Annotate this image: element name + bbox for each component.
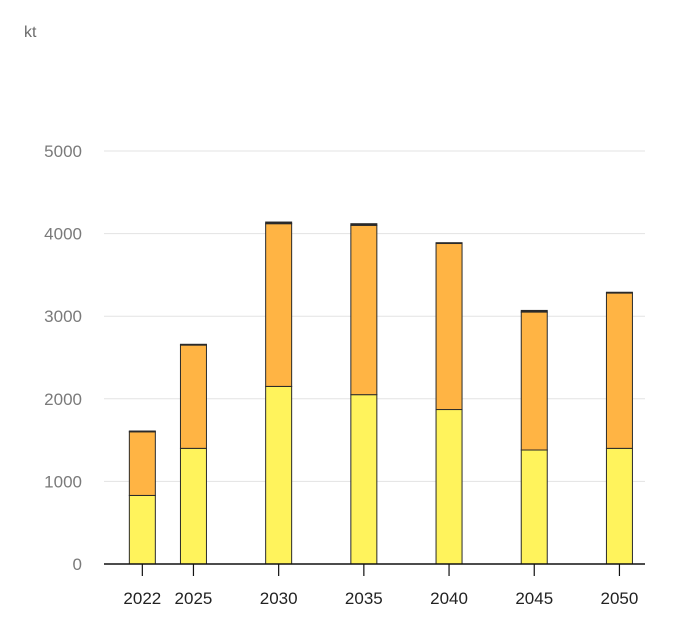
y-tick-label: 2000 <box>44 390 82 409</box>
bar-2045-segment-2 <box>520 311 548 451</box>
x-tick-label: 2040 <box>430 589 468 608</box>
y-unit-label: kt <box>24 24 37 41</box>
y-tick-label: 4000 <box>44 225 82 244</box>
bar-2035-segment-3 <box>350 223 378 226</box>
y-tick-label: 0 <box>73 555 82 574</box>
bar-2050-segment-1 <box>605 447 633 565</box>
bar-2045-segment-1 <box>520 449 548 565</box>
bar-2030-segment-3 <box>265 221 293 225</box>
y-tick-label: 5000 <box>44 142 82 161</box>
y-tick-label: 3000 <box>44 307 82 326</box>
bar-2030-segment-1 <box>265 385 293 565</box>
bar-2022-segment-1 <box>128 494 156 565</box>
y-axis-ticks: 0 1000 2000 3000 4000 5000 <box>44 142 82 574</box>
x-tick-label: 2022 <box>123 589 161 608</box>
bar-2050-segment-3 <box>605 291 633 294</box>
bar-2040-segment-1 <box>435 409 463 565</box>
bar-2022-segment-2 <box>128 431 156 496</box>
x-tick-label: 2030 <box>260 589 298 608</box>
x-tick-label: 2035 <box>345 589 383 608</box>
bar-2022-segment-3 <box>128 430 156 433</box>
y-tick-label: 1000 <box>44 472 82 491</box>
bar-2045-segment-3 <box>520 309 548 313</box>
x-axis-ticks: 2022 2025 2030 2035 2040 2045 2050 <box>123 564 638 608</box>
bar-2035-segment-2 <box>350 224 378 396</box>
bar-layer <box>128 221 633 565</box>
bar-2025-segment-2 <box>179 344 207 449</box>
bar-2040-segment-2 <box>435 243 463 411</box>
bar-2025-segment-3 <box>179 343 207 346</box>
bar-2040-segment-3 <box>435 242 463 245</box>
bar-2035-segment-1 <box>350 394 378 565</box>
bar-2025-segment-1 <box>179 447 207 565</box>
x-tick-label: 2050 <box>601 589 639 608</box>
bar-2050-segment-2 <box>605 292 633 449</box>
x-tick-label: 2025 <box>175 589 213 608</box>
bar-2030-segment-2 <box>265 223 293 387</box>
x-tick-label: 2045 <box>515 589 553 608</box>
